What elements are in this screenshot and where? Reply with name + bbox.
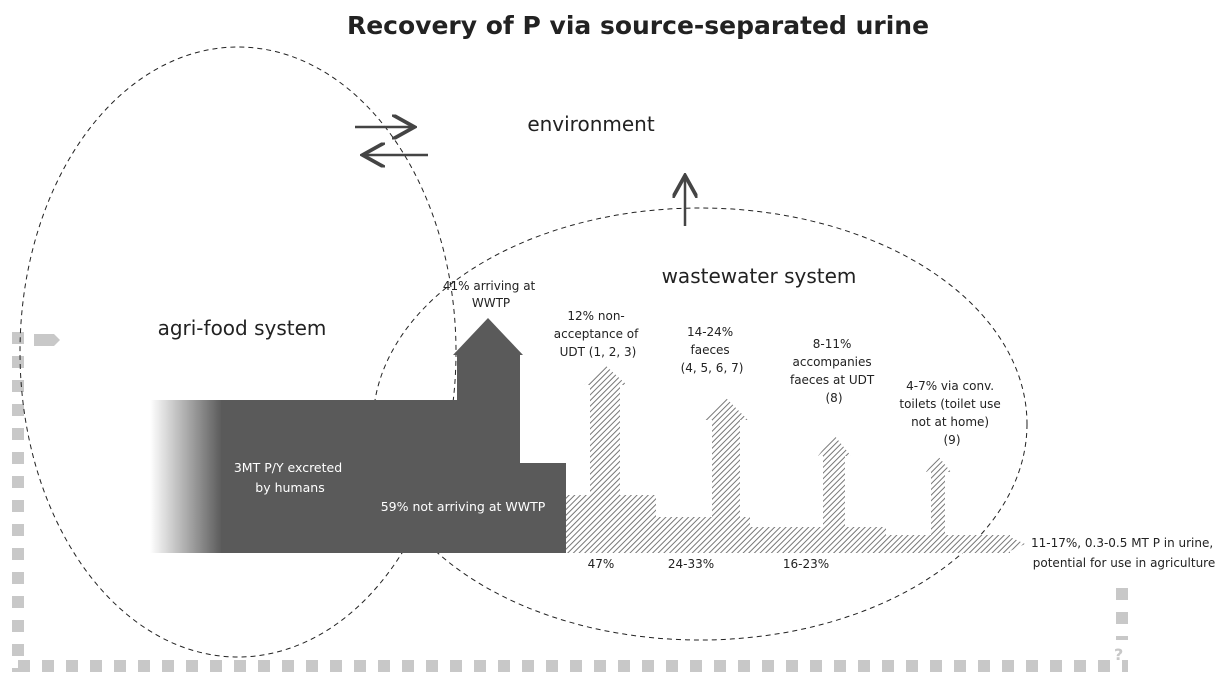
text-line: not at home) <box>911 415 989 429</box>
text-line: faeces <box>690 343 729 357</box>
output-label: 11-17%, 0.3-0.5 MT P in urine, potential… <box>1031 536 1217 570</box>
text-line: accompanies <box>793 355 872 369</box>
text-line: by humans <box>255 480 324 495</box>
region-label: agri-food system <box>158 316 327 340</box>
flow-label: 12% non- acceptance of UDT (1, 2, 3) <box>554 309 642 359</box>
branch-arrow <box>926 456 951 535</box>
text-line: 3MT P/Y excreted <box>234 460 342 475</box>
text-line: WWTP <box>472 296 510 310</box>
bracket <box>12 332 1128 672</box>
share-label: 47% <box>588 557 615 571</box>
text-line: 14-24% <box>687 325 733 339</box>
branch-arrow <box>818 435 851 527</box>
share-label: 16-23% <box>783 557 829 571</box>
text-line: 8-11% <box>813 337 852 351</box>
not-arriving-label: 59% not arriving at WWTP <box>381 499 546 514</box>
bracket-arrow <box>34 334 60 346</box>
branch-arrow <box>705 398 748 517</box>
text-line: UDT (1, 2, 3) <box>560 345 637 359</box>
flow-label: 4-7% via conv. toilets (toilet use not a… <box>899 379 1004 447</box>
branch-arrow <box>584 365 627 495</box>
text-line: acceptance of <box>554 327 639 341</box>
main-flow <box>221 318 566 553</box>
flow-label: 8-11% accompanies faeces at UDT (8) <box>790 337 878 405</box>
agri-food-boundary <box>19 46 457 658</box>
flow-label: 14-24% faeces (4, 5, 6, 7) <box>681 325 744 375</box>
text-line: 11-17%, 0.3-0.5 MT P in urine, <box>1031 536 1213 550</box>
text-line: 4-7% via conv. <box>906 379 994 393</box>
text-line: 12% non- <box>567 309 624 323</box>
region-label: wastewater system <box>662 264 857 288</box>
text-line: (9) <box>944 433 961 447</box>
text-line: 41% arriving at <box>443 279 536 293</box>
title: Recovery of P via source-separated urine <box>347 11 929 40</box>
text-line: faeces at UDT <box>790 373 875 387</box>
share-label: 24-33% <box>668 557 714 571</box>
text-line: (4, 5, 6, 7) <box>681 361 744 375</box>
unknown-mark: ? <box>1114 645 1123 664</box>
text-line: potential for use in agriculture <box>1033 556 1215 570</box>
text-line: toilets (toilet use <box>899 397 1000 411</box>
region-label: environment <box>527 112 655 136</box>
source-label: 3MT P/Y excreted by humans <box>234 460 346 495</box>
text-line: (8) <box>826 391 843 405</box>
flow-label: 41% arriving at WWTP <box>443 279 539 310</box>
residual-flow <box>566 495 1025 553</box>
source-fade <box>150 400 222 553</box>
wastewater-boundary <box>372 207 1028 641</box>
